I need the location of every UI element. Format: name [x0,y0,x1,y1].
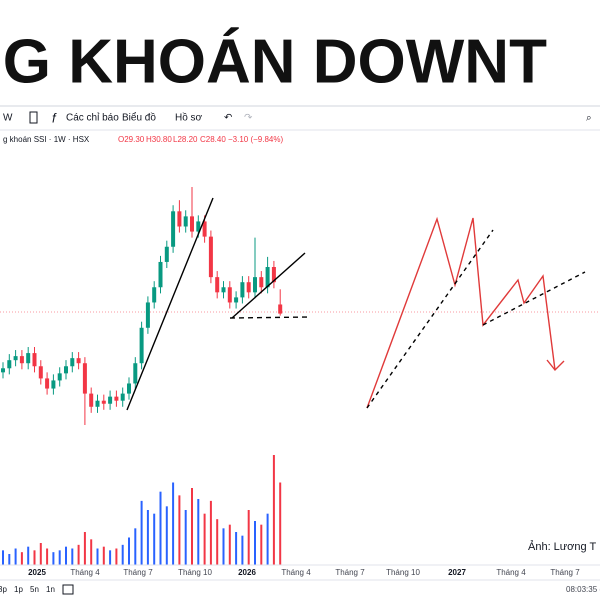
banner-title: NG KHOÁN DOWNT [0,27,547,96]
candle-body [70,358,75,367]
time-label: 2027 [448,568,466,577]
candle-body [89,393,94,407]
change-label: −3.10 (−9.84%) [228,135,283,144]
candle-body [145,302,150,328]
indicators-button[interactable]: Các chỉ báo [66,112,119,124]
candle-icon[interactable] [29,111,38,124]
candle-body [208,236,213,278]
range-button[interactable]: 1p [14,585,23,594]
candle-body [82,363,87,394]
candle-body [26,353,31,364]
candle-body [240,282,245,298]
candle-body [183,216,188,227]
candle-body [45,378,50,389]
candle-body [253,277,257,293]
search-icon[interactable]: ⌕ [586,113,592,124]
candle-body [114,396,119,401]
interval-button[interactable]: W [3,113,13,124]
undo-icon[interactable]: ↶ [224,113,232,124]
candle-body [7,360,12,369]
time-label: Tháng 7 [550,568,580,577]
candle-body [190,216,194,232]
time-label: Tháng 10 [386,568,420,577]
candle-body [202,221,207,237]
time-label: Tháng 4 [70,568,100,577]
candle-body [57,373,62,381]
fx-icon: f [52,110,57,125]
candle-body [278,304,283,314]
calendar-icon[interactable] [62,584,74,595]
candle-body [227,287,232,303]
time-axis: 2025 Tháng 4 Tháng 7 Tháng 10 2026 Tháng 4 Thá… [28,568,580,577]
time-label: Tháng 4 [281,568,311,577]
candle-body [133,363,138,384]
candle-body [64,366,68,374]
candle-body [246,282,251,293]
candle-body [177,211,182,227]
profile-button[interactable]: Hồ sơ [175,112,203,124]
candle-body [234,297,239,303]
candle-body [127,383,131,394]
time-label: Tháng 4 [496,568,526,577]
candle-body [139,327,144,364]
toolbar: W f Các chỉ báo Biểu đồ Hồ sơ ↶ ↷ ⌕ [3,110,592,125]
candle-body [108,396,113,404]
range-button[interactable]: 1n [46,585,55,594]
candle-body [13,356,18,361]
open-label: O29.30 [118,135,145,144]
arrow-head [546,359,565,372]
low-label: L28.20 [173,135,198,144]
candle-body [120,393,125,401]
close-label: C28.40 [200,135,226,144]
candle-body [221,287,226,293]
candle-body [196,221,201,232]
candle-body [95,400,100,407]
chart-type-button[interactable]: Biểu đồ [122,112,156,124]
candle-body [271,267,276,283]
candle-body [215,277,220,293]
range-button[interactable]: 5n [30,585,39,594]
candle-body [38,366,43,379]
candle-body [51,380,56,389]
candle-body [265,267,270,288]
symbol-label: g khoán SSI · 1W · HSX [3,135,90,144]
candle-body [101,400,106,404]
candle-body [1,368,5,373]
candle-body [259,277,264,288]
trend-line [231,252,306,319]
candle-body [32,353,37,367]
candle-body [19,356,24,364]
candle-body [164,246,169,262]
time-label: 2026 [238,568,256,577]
candle-body [76,358,81,364]
drawings [126,197,586,411]
support-line [229,316,311,319]
range-bar: 3p 1p 5n 1n [0,585,55,594]
high-label: H30.80 [146,135,172,144]
time-label: Tháng 7 [123,568,153,577]
clock: 08:03:35 ( [566,585,600,594]
legend: g khoán SSI · 1W · HSX O29.30 H30.80 L28… [3,135,283,144]
candle-body [158,261,163,288]
redo-icon[interactable]: ↷ [244,113,253,124]
trend-line [126,197,214,411]
range-button[interactable]: 3p [0,585,7,594]
photo-caption: Ảnh: Lương T [528,540,596,553]
candles [1,187,283,565]
time-label: Tháng 7 [335,568,365,577]
time-label: Tháng 10 [178,568,212,577]
time-label: 2025 [28,568,46,577]
candle-body [152,287,157,303]
projection-trend [482,271,586,326]
candle-body [171,211,176,247]
